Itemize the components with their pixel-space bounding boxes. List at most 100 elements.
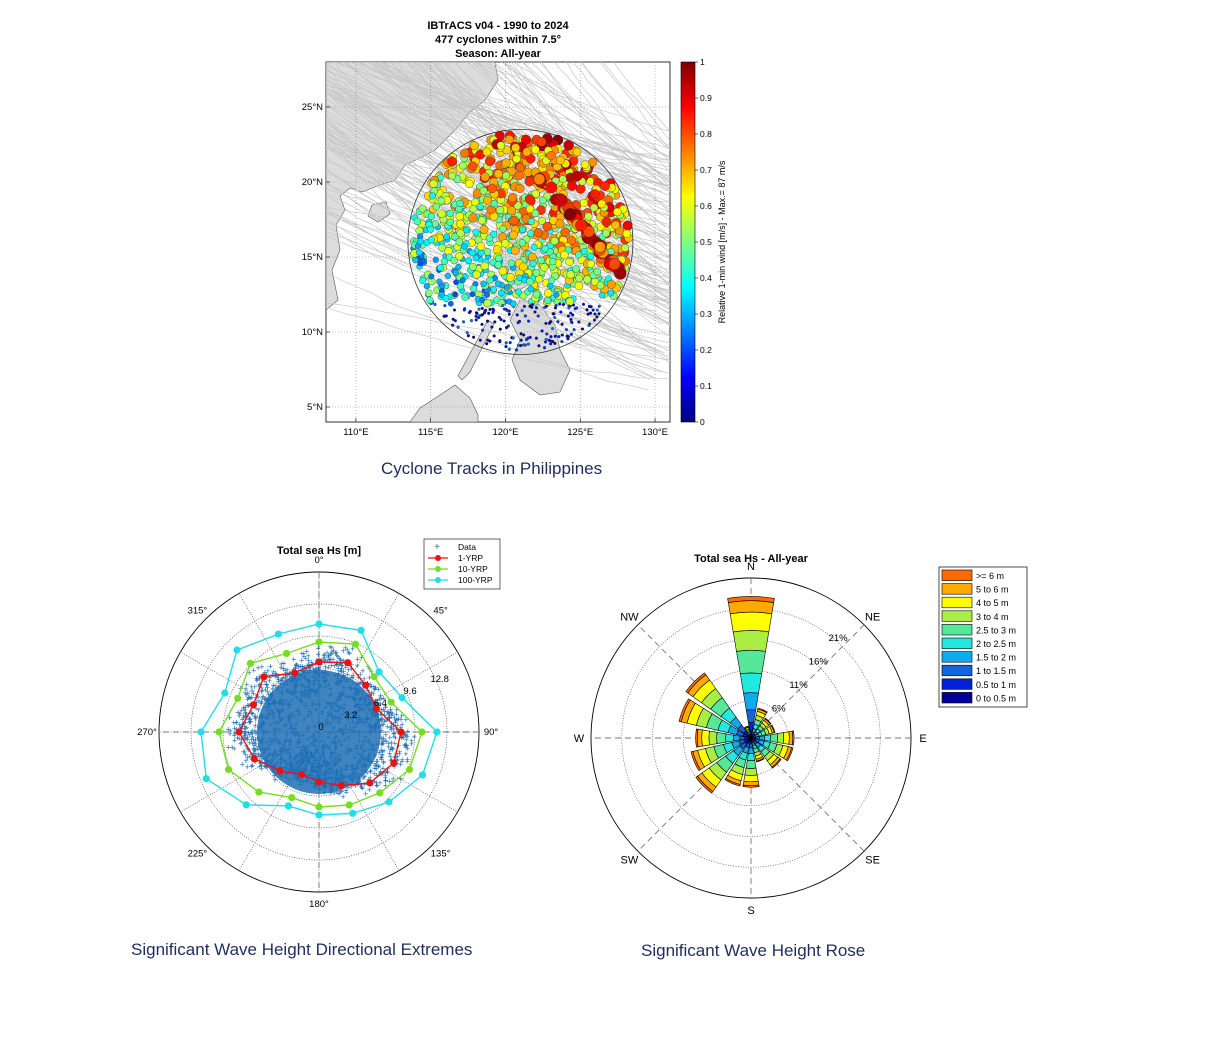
track-point xyxy=(553,341,557,345)
track-point xyxy=(538,216,547,225)
polar-data-point: + xyxy=(299,662,304,672)
track-point xyxy=(452,291,458,298)
track-point xyxy=(563,140,574,151)
polar-data-point: + xyxy=(260,685,265,695)
track-point xyxy=(542,346,547,350)
track-point xyxy=(575,183,586,194)
track-point xyxy=(437,264,445,272)
cyclone-track xyxy=(602,62,670,142)
rose-legend-label: 0.5 to 1 m xyxy=(976,680,1016,690)
cyclone-track xyxy=(510,62,670,222)
map-plot-area xyxy=(326,62,670,422)
track-point xyxy=(484,291,491,298)
polar-data-point: + xyxy=(253,757,258,767)
track-point xyxy=(579,198,588,208)
track-point xyxy=(589,305,593,309)
track-point xyxy=(479,225,489,234)
cyclone-track xyxy=(326,89,670,215)
polar-data-point: + xyxy=(281,673,286,683)
polar-series-marker xyxy=(362,681,370,689)
track-point xyxy=(455,263,462,271)
polar-series-marker xyxy=(345,801,353,809)
track-point xyxy=(583,275,592,284)
polar-data-point: + xyxy=(339,660,344,670)
polar-data-point: + xyxy=(360,666,365,676)
colorbar-tick-label: 0.2 xyxy=(700,345,712,355)
cyclone-track xyxy=(326,302,670,361)
polar-data-point: + xyxy=(244,723,249,733)
polar-data-point: + xyxy=(293,664,298,674)
rose-legend-label: 1.5 to 2 m xyxy=(976,653,1016,663)
track-point xyxy=(497,289,505,297)
track-point xyxy=(424,289,433,297)
polar-data-point: + xyxy=(265,683,270,693)
track-point xyxy=(565,334,569,338)
track-point xyxy=(455,212,464,221)
polar-data-point: + xyxy=(254,676,259,686)
polar-series-marker xyxy=(315,620,323,628)
polar-data-point: + xyxy=(306,664,311,674)
polar-data-point: + xyxy=(400,732,405,742)
track-point xyxy=(504,345,508,349)
track-point xyxy=(558,175,567,184)
polar-data-point: + xyxy=(380,750,385,760)
polar-data-point: + xyxy=(235,707,240,717)
track-point xyxy=(420,257,427,264)
track-point xyxy=(461,243,468,250)
polar-angle-label: 0° xyxy=(314,555,323,566)
polar-data-point: + xyxy=(245,762,250,772)
track-point xyxy=(586,312,590,316)
track-point xyxy=(450,256,458,265)
polar-data-point: + xyxy=(403,731,408,741)
track-point xyxy=(567,304,571,308)
polar-data-point: + xyxy=(336,664,341,674)
polar-data-point: + xyxy=(335,660,340,670)
polar-data-point: + xyxy=(368,767,373,777)
rose-bar-segment xyxy=(746,753,756,761)
cyclone-track xyxy=(474,62,670,132)
polar-data-point: + xyxy=(329,643,334,653)
polar-data-point: + xyxy=(381,738,386,748)
polar-data-point: + xyxy=(313,664,318,674)
polar-series-marker xyxy=(276,767,284,775)
polar-series-marker xyxy=(375,668,383,676)
track-point xyxy=(487,183,497,194)
track-point xyxy=(417,237,425,245)
polar-data-point: + xyxy=(322,650,327,660)
track-point xyxy=(501,158,511,168)
track-point xyxy=(510,246,520,255)
track-point xyxy=(531,189,540,199)
track-point xyxy=(468,249,476,257)
polar-data-point: + xyxy=(332,788,337,798)
polar-data-point: + xyxy=(383,776,388,786)
track-point xyxy=(519,332,523,336)
polar-data-point: + xyxy=(394,709,399,719)
polar-data-point: + xyxy=(380,737,385,747)
polar-series-marker xyxy=(351,640,359,648)
track-point xyxy=(507,347,511,351)
polar-data-point: + xyxy=(232,735,237,745)
polar-data-point: + xyxy=(250,738,255,748)
polar-data-point: + xyxy=(388,723,393,733)
polar-data-point: + xyxy=(249,708,254,718)
track-point xyxy=(474,314,478,318)
rose-bar-segment xyxy=(729,611,773,633)
polar-legend-marker-1 xyxy=(435,555,441,561)
rose-bar-segment xyxy=(771,758,782,769)
map-x-tick-label: 115°E xyxy=(418,427,443,438)
polar-data-point: + xyxy=(389,738,394,748)
track-point xyxy=(483,247,492,256)
polar-data-point: + xyxy=(226,743,231,753)
polar-data-point: + xyxy=(382,736,387,746)
colorbar-ticks: 0 0.1 0.2 0.3 0.4 0.5 0.6 0.7 0.8 0.9 1 xyxy=(695,57,712,427)
map-x-tick-label: 130°E xyxy=(642,427,668,438)
polar-data-point: + xyxy=(245,733,250,743)
polar-radial-label: 0 xyxy=(318,722,323,733)
polar-data-point: + xyxy=(387,777,392,787)
track-point xyxy=(469,291,476,298)
track-point xyxy=(593,312,597,316)
cyclone-track xyxy=(501,62,670,181)
track-point xyxy=(490,325,494,329)
polar-data-point: + xyxy=(335,789,340,799)
